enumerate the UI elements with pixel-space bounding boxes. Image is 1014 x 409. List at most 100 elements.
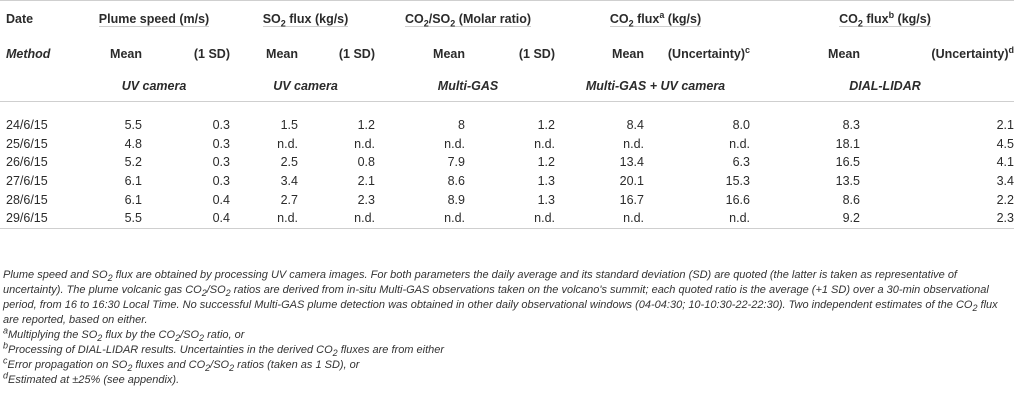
table-cell: 2.5 — [280, 155, 298, 170]
header-row-methods: UV camera UV camera Multi-GAS Multi-GAS … — [0, 71, 1014, 102]
mean-label: Mean — [266, 47, 298, 61]
table-cell: 13.5 — [835, 174, 860, 189]
table-cell: 0.3 — [212, 174, 230, 189]
table-row: 26/6/15 5.2 0.3 2.5 0.8 7.9 1.2 13.4 6.3 16.5… — [0, 153, 1014, 172]
table-cell: 5.5 — [72, 208, 142, 229]
plume-speed-header: Plume speed (m/s) — [72, 0, 230, 37]
table-cell: 0.3 — [212, 136, 230, 151]
header-row-stats: Method Mean (1 SD) Mean (1 SD) Mean (1 S… — [0, 37, 1014, 71]
table-cell: 26/6/15 — [6, 155, 48, 170]
method-header: Method — [6, 47, 51, 61]
table-cell: n.d. — [623, 136, 644, 151]
table-cell: 4.1 — [996, 155, 1014, 170]
table-cell: n.d. — [534, 136, 555, 151]
table-footnotes: Plume speed and SO2 flux are obtained by… — [3, 268, 1009, 388]
header-row-titles: Date Plume speed (m/s) SO2 flux (kg/s) C… — [0, 0, 1014, 37]
footnote-b: bProcessing of DIAL-LIDAR results. Uncer… — [3, 340, 445, 359]
table-cell: n.d. — [555, 208, 644, 229]
table-cell: n.d. — [230, 208, 298, 229]
table-cell: 1.3 — [537, 174, 555, 189]
co2-flux-a-header: CO2 fluxa (kg/s) — [555, 0, 750, 37]
footnote-d: dEstimated at ±25% (see appendix). — [3, 370, 180, 386]
table-cell: n.d. — [375, 208, 465, 229]
table-cell: 15.3 — [725, 174, 750, 189]
table-cell: 5.2 — [124, 155, 142, 170]
mean-label: Mean — [433, 47, 465, 61]
table-cell: 1.2 — [537, 155, 555, 170]
sd-label: (1 SD) — [518, 47, 555, 61]
footnote-description: Plume speed and SO2 flux are obtained by… — [3, 269, 998, 326]
table-cell: n.d. — [729, 136, 750, 151]
table-cell: 16.7 — [619, 192, 644, 207]
table-cell: 0.8 — [357, 155, 375, 170]
table-cell: n.d. — [444, 136, 465, 151]
table-cell: 4.8 — [124, 136, 142, 151]
sd-label: (1 SD) — [193, 47, 230, 61]
method-dial-lidar: DIAL-LIDAR — [849, 79, 921, 93]
table-cell: 2.7 — [280, 192, 298, 207]
uncertainty-label: (Uncertainty)c — [667, 44, 750, 61]
table-cell: 6.1 — [124, 192, 142, 207]
table-cell: 2.1 — [996, 118, 1014, 133]
table-cell: 2.3 — [860, 208, 1014, 229]
table-cell: 7.9 — [447, 155, 465, 170]
table-cell: 8.3 — [842, 118, 860, 133]
table-cell: 2.1 — [357, 174, 375, 189]
table-cell: 27/6/15 — [6, 174, 48, 189]
table-row: 28/6/15 6.1 0.4 2.7 2.3 8.9 1.3 16.7 16.6 8.6… — [0, 190, 1014, 209]
table-cell: 1.2 — [357, 118, 375, 133]
footnote-a: aMultiplying the SO2 flux by the CO2/SO2… — [3, 325, 245, 344]
table-cell: n.d. — [354, 136, 375, 151]
method-uv-camera: UV camera — [121, 79, 187, 93]
table-cell: 3.4 — [996, 174, 1014, 189]
table-cell: n.d. — [644, 208, 750, 229]
table-cell: 6.1 — [124, 174, 142, 189]
table-cell: 0.4 — [212, 192, 230, 207]
table-cell: 6.3 — [732, 155, 750, 170]
table-cell: 1.3 — [537, 192, 555, 207]
table-cell: 5.5 — [124, 118, 142, 133]
table-cell: 0.3 — [212, 155, 230, 170]
table-cell: 16.5 — [835, 155, 860, 170]
table-row: 24/6/15 5.5 0.3 1.5 1.2 8 1.2 8.4 8.0 8.3 2.1 — [0, 116, 1014, 135]
so2-flux-header: SO2 flux (kg/s) — [230, 0, 375, 37]
mean-label: Mean — [828, 47, 860, 61]
footnote-c: cError propagation on SO2 fluxes and CO2… — [3, 355, 360, 374]
method-multigas: Multi-GAS — [437, 79, 499, 93]
table-cell: 0.4 — [142, 208, 230, 229]
table-cell: n.d. — [465, 208, 555, 229]
co2-flux-b-header: CO2 fluxb (kg/s) — [750, 0, 1014, 37]
table-cell: 8.6 — [447, 174, 465, 189]
table-cell: 24/6/15 — [6, 118, 48, 133]
table-cell: 8 — [458, 118, 465, 133]
table-cell: 16.6 — [725, 192, 750, 207]
table-cell: 8.9 — [447, 192, 465, 207]
table-row: 29/6/15 5.5 0.4 n.d. n.d. n.d. n.d. n.d. n.d.… — [0, 208, 1014, 229]
table-cell: 2.2 — [996, 192, 1014, 207]
table-cell: 3.4 — [280, 174, 298, 189]
data-table: Date Plume speed (m/s) SO2 flux (kg/s) C… — [0, 0, 1014, 229]
table-cell: 8.6 — [842, 192, 860, 207]
table-cell: 1.2 — [537, 118, 555, 133]
table-cell: 18.1 — [835, 136, 860, 151]
table-cell: 9.2 — [750, 208, 860, 229]
table-cell: 25/6/15 — [6, 136, 48, 151]
table-cell: 28/6/15 — [6, 192, 48, 207]
table-row: 25/6/15 4.8 0.3 n.d. n.d. n.d. n.d. n.d. n.d.… — [0, 135, 1014, 154]
ratio-header: CO2/SO2 (Molar ratio) — [375, 0, 555, 37]
table-cell: 8.0 — [732, 118, 750, 133]
uncertainty-label: (Uncertainty)d — [931, 44, 1014, 61]
table-cell: 0.3 — [212, 118, 230, 133]
method-multigas-uv: Multi-GAS + UV camera — [585, 79, 726, 93]
table-cell: n.d. — [298, 208, 375, 229]
table-row: 27/6/15 6.1 0.3 3.4 2.1 8.6 1.3 20.1 15.3 13.… — [0, 172, 1014, 191]
date-header: Date — [0, 0, 72, 37]
table-cell: 4.5 — [996, 136, 1014, 151]
table-cell: 13.4 — [619, 155, 644, 170]
mean-label: Mean — [110, 47, 142, 61]
mean-label: Mean — [612, 47, 644, 61]
table-cell: 1.5 — [280, 118, 298, 133]
table-cell: 8.4 — [626, 118, 644, 133]
table-cell: 20.1 — [619, 174, 644, 189]
